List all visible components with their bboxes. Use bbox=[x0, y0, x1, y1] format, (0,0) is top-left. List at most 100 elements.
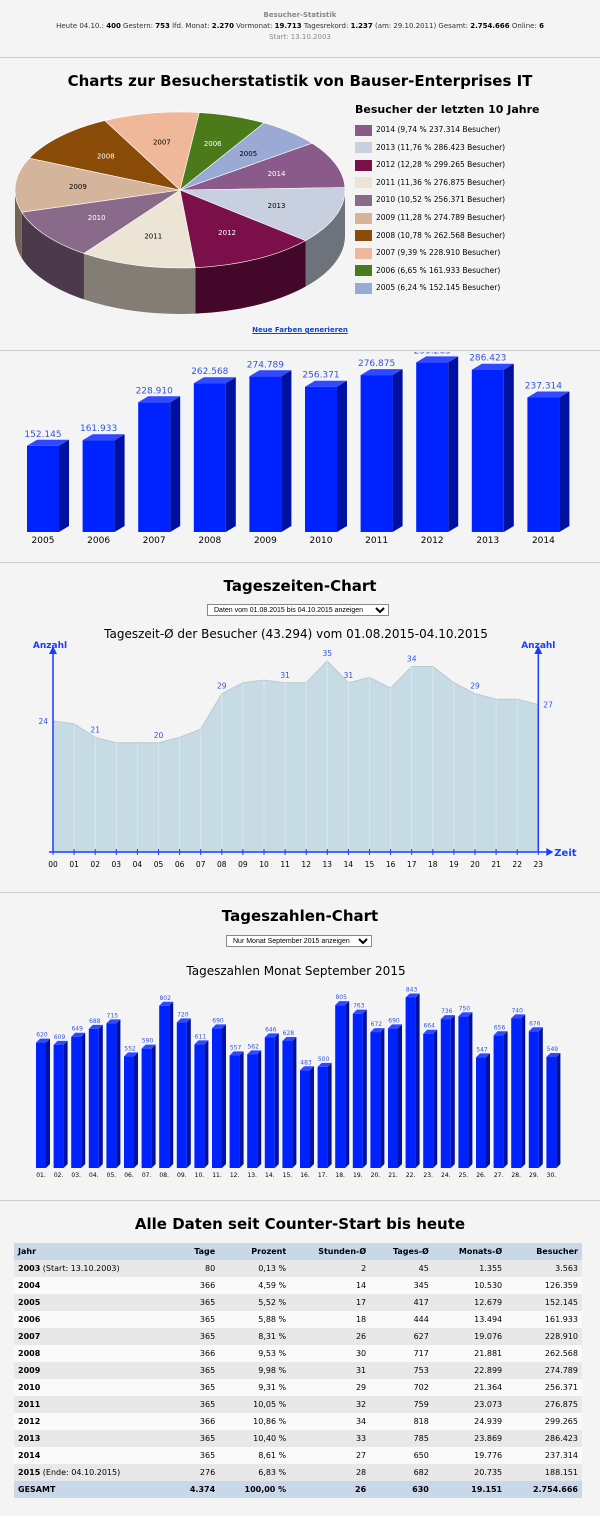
legend-label: 2011 (11,36 % 276.875 Besucher) bbox=[376, 177, 506, 187]
day-bar-value: 740 bbox=[511, 1007, 523, 1014]
day-bar-value: 500 bbox=[318, 1056, 330, 1063]
table-cell: 417 bbox=[370, 1294, 433, 1311]
table-cell: 27 bbox=[290, 1447, 371, 1464]
tageszeiten-value-label: 29 bbox=[470, 682, 480, 691]
tageszahlen-month-select[interactable]: Nur Monat September 2015 anzeigen bbox=[226, 935, 372, 947]
day-bar-value: 609 bbox=[54, 1034, 66, 1041]
x-tick-label: 18 bbox=[428, 860, 438, 869]
legend-item: 2005 (6,24 % 152.145 Besucher) bbox=[355, 281, 500, 295]
day-bar-top bbox=[388, 1024, 402, 1029]
table-cell: 29 bbox=[290, 1379, 371, 1396]
table-row: 2004 366 4,59 % 14 345 10.530 126.359 bbox=[14, 1277, 582, 1294]
x-tick-label: 17 bbox=[407, 860, 417, 869]
table-cell: 365 bbox=[171, 1430, 220, 1447]
tageszeiten-range-select[interactable]: Daten vom 01.08.2015 bis 04.10.2015 anze… bbox=[207, 604, 389, 616]
day-bar-side bbox=[468, 1012, 473, 1168]
table-cell: 31 bbox=[290, 1362, 371, 1379]
year-bar-top bbox=[416, 356, 459, 363]
day-tick-label: 27. bbox=[494, 1172, 504, 1179]
day-bar-value: 483 bbox=[300, 1059, 312, 1066]
year-bar bbox=[27, 445, 59, 532]
x-axis-label: Zeit bbox=[554, 848, 576, 859]
day-tick-label: 21. bbox=[388, 1172, 398, 1179]
year-bar-side bbox=[114, 434, 125, 532]
day-bar-value: 688 bbox=[89, 1018, 101, 1025]
day-bar-top bbox=[370, 1028, 385, 1033]
legend-label: 2006 (6,65 % 161.933 Besucher) bbox=[376, 265, 501, 275]
table-cell: 80 bbox=[171, 1260, 220, 1277]
day-bar-top bbox=[229, 1051, 244, 1056]
day-bar-top bbox=[264, 1033, 279, 1038]
table-row: 2007 365 8,31 % 26 627 19.076 228.910 bbox=[14, 1328, 582, 1345]
pie-slice-2009 bbox=[14, 157, 181, 213]
table-cell: 365 bbox=[171, 1311, 220, 1328]
stats-start: Start: 13.10.2003 bbox=[269, 33, 331, 41]
legend-swatch bbox=[355, 247, 372, 259]
day-tick-label: 06. bbox=[124, 1172, 134, 1179]
year-bar-top bbox=[138, 396, 181, 403]
day-bar-top bbox=[88, 1024, 103, 1029]
day-bar-top bbox=[159, 1001, 174, 1006]
day-tick-label: 24. bbox=[441, 1172, 451, 1179]
year-bar bbox=[249, 376, 282, 532]
year-tick-label: 2006 bbox=[87, 536, 110, 546]
year-bar-top bbox=[249, 370, 292, 377]
table-cell: 276.875 bbox=[506, 1396, 582, 1413]
table-cell: 21.881 bbox=[432, 1345, 507, 1362]
x-tick-label: 21 bbox=[491, 860, 501, 869]
day-bar-side bbox=[362, 1009, 367, 1168]
x-tick-label: 08 bbox=[217, 860, 227, 869]
tageszahlen-title: Tageszahlen-Chart bbox=[221, 907, 379, 925]
year-tick-label: 2008 bbox=[198, 536, 221, 546]
table-total-cell: 100,00 % bbox=[219, 1481, 291, 1498]
day-tick-label: 14. bbox=[265, 1172, 275, 1179]
table-cell: 30 bbox=[290, 1345, 371, 1362]
day-bar bbox=[511, 1018, 522, 1168]
legend-label: 2005 (6,24 % 152.145 Besucher) bbox=[376, 283, 501, 293]
year-bar-value: 237.314 bbox=[525, 382, 562, 392]
day-tick-label: 18. bbox=[335, 1172, 345, 1179]
x-tick-label: 13 bbox=[323, 860, 333, 869]
day-bar-side bbox=[292, 1036, 297, 1168]
day-bar-value: 590 bbox=[142, 1038, 154, 1045]
table-cell: 28 bbox=[290, 1464, 371, 1481]
table-cell: 9,53 % bbox=[219, 1345, 291, 1362]
day-bar-side bbox=[380, 1028, 385, 1168]
year-label: 2013 bbox=[18, 1434, 41, 1443]
day-bar-value: 750 bbox=[459, 1005, 471, 1012]
stat-value: 6 bbox=[539, 22, 544, 30]
day-bar-value: 690 bbox=[212, 1017, 224, 1024]
table-cell: 4,59 % bbox=[219, 1277, 291, 1294]
tageszeiten-value-label: 27 bbox=[543, 701, 553, 710]
day-bar-side bbox=[151, 1044, 156, 1168]
new-colors-link[interactable]: Neue Farben generieren bbox=[252, 326, 348, 334]
stat-label: lfd. Monat: bbox=[169, 22, 212, 30]
day-bar-top bbox=[440, 1015, 455, 1020]
day-bar-side bbox=[433, 1029, 438, 1168]
day-bar bbox=[106, 1023, 117, 1168]
year-bar-value: 274.789 bbox=[247, 360, 284, 370]
legend-label: 2013 (11,76 % 286.423 Besucher) bbox=[376, 142, 506, 152]
x-tick-label: 12 bbox=[301, 860, 311, 869]
day-bar-value: 552 bbox=[124, 1045, 136, 1052]
day-bar-value: 690 bbox=[388, 1017, 400, 1024]
pie-section-title: Charts zur Besucherstatistik von Bauser-… bbox=[67, 72, 533, 90]
tageszeiten-value-label: 20 bbox=[154, 731, 164, 740]
day-bar bbox=[247, 1054, 258, 1168]
table-cell-year: 2009 bbox=[14, 1362, 172, 1379]
table-cell: 5,88 % bbox=[219, 1311, 291, 1328]
table-cell: 23.869 bbox=[432, 1430, 507, 1447]
y-axis-left-label: Anzahl bbox=[33, 641, 67, 651]
table-total-cell: GESAMT bbox=[14, 1481, 172, 1498]
legend-label: 2012 (12,28 % 299.265 Besucher) bbox=[376, 160, 506, 170]
divider bbox=[0, 892, 600, 893]
table-title: Alle Daten seit Counter-Start bis heute bbox=[134, 1215, 466, 1233]
year-label: 2008 bbox=[18, 1349, 41, 1358]
day-bar-top bbox=[282, 1036, 297, 1041]
table-cell: 17 bbox=[290, 1294, 371, 1311]
year-bar-top bbox=[471, 363, 514, 370]
year-bar bbox=[527, 397, 560, 532]
day-bar bbox=[264, 1037, 275, 1168]
day-bar-side bbox=[46, 1038, 50, 1168]
day-bar-value: 805 bbox=[335, 994, 347, 1001]
